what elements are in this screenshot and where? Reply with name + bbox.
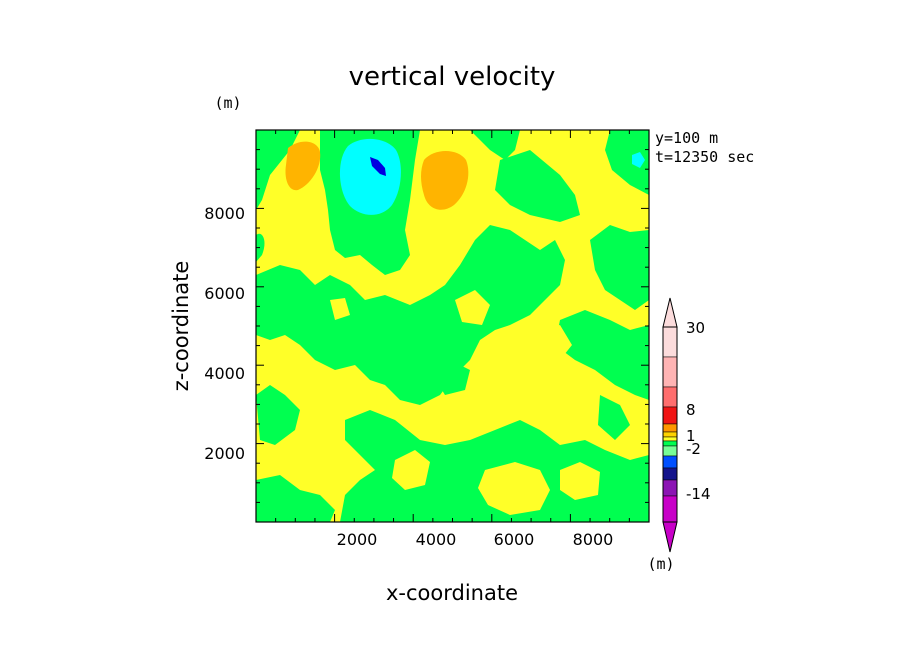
colorbar-cell bbox=[662, 406, 678, 425]
colorbar-cell bbox=[662, 445, 678, 457]
contour-field bbox=[256, 130, 649, 522]
neg-region bbox=[598, 395, 630, 440]
y-unit-label: (m) bbox=[214, 94, 241, 112]
x-tick-label: 6000 bbox=[494, 530, 535, 549]
y-tick-label: 2000 bbox=[204, 444, 245, 463]
neg-region bbox=[470, 130, 520, 160]
annotation-line-2: t=12350 sec bbox=[655, 148, 754, 166]
strong-downdraft-core bbox=[370, 157, 386, 176]
neg-region bbox=[555, 310, 649, 400]
colorbar-label: -2 bbox=[686, 440, 701, 458]
colorbar-cell bbox=[662, 479, 678, 497]
axis-ticks bbox=[256, 130, 649, 522]
colorbar-cell bbox=[662, 431, 678, 438]
pos-patch bbox=[560, 462, 600, 500]
colorbar-cell bbox=[662, 467, 678, 481]
colorbar-unit: (m) bbox=[647, 555, 674, 573]
colorbar-cell bbox=[662, 386, 678, 408]
colorbar-cell bbox=[662, 356, 678, 388]
colorbar-label: 30 bbox=[686, 319, 705, 337]
colorbar: 30 8 1 -2 -14 (m) bbox=[647, 297, 711, 573]
neg-region bbox=[575, 130, 649, 195]
neg-region bbox=[256, 225, 565, 405]
colorbar-cell bbox=[662, 455, 678, 469]
colorbar-cell bbox=[662, 423, 678, 433]
chart-title: vertical velocity bbox=[349, 62, 556, 92]
pos-patch bbox=[478, 462, 550, 515]
colorbar-cells bbox=[662, 326, 678, 523]
colorbar-cell bbox=[662, 326, 678, 358]
downdraft-region-1 bbox=[339, 138, 401, 215]
downdraft-region-2 bbox=[632, 152, 645, 168]
pos-patch bbox=[540, 325, 572, 360]
pos-patch bbox=[455, 290, 490, 325]
x-tick-labels: 2000 4000 6000 8000 bbox=[337, 530, 614, 549]
y-tick-labels: 2000 4000 6000 8000 bbox=[204, 204, 245, 463]
colorbar-bottom-arrow bbox=[662, 521, 678, 553]
neg-region bbox=[430, 360, 470, 395]
x-tick-label: 2000 bbox=[337, 530, 378, 549]
colorbar-cell bbox=[662, 440, 678, 447]
colorbar-frame bbox=[662, 326, 678, 523]
pos-patch bbox=[280, 345, 305, 375]
updraft-regions bbox=[285, 141, 469, 210]
y-axis-label: z-coordinate bbox=[169, 261, 193, 392]
pos-patch bbox=[392, 450, 430, 490]
x-tick-label: 8000 bbox=[573, 530, 614, 549]
annotation-line-1: y=100 m bbox=[655, 129, 718, 147]
y-tick-label: 6000 bbox=[204, 284, 245, 303]
colorbar-label: 1 bbox=[686, 427, 696, 445]
y-tick-label: 8000 bbox=[204, 204, 245, 223]
neg-region bbox=[590, 225, 649, 310]
positive-velocity-patches bbox=[280, 290, 600, 515]
updraft-region-1 bbox=[285, 141, 321, 191]
neg-region bbox=[256, 385, 300, 445]
y-tick-label: 4000 bbox=[204, 364, 245, 383]
x-axis-label: x-coordinate bbox=[386, 581, 518, 605]
neg-region bbox=[495, 150, 580, 222]
colorbar-cell bbox=[662, 495, 678, 523]
neg-region bbox=[256, 475, 335, 522]
updraft-region-2 bbox=[421, 151, 469, 210]
colorbar-label: 8 bbox=[686, 401, 696, 419]
x-tick-label: 4000 bbox=[416, 530, 457, 549]
colorbar-top-arrow bbox=[662, 297, 678, 328]
pos-patch bbox=[330, 298, 350, 320]
downdraft-regions bbox=[339, 138, 645, 215]
neg-region bbox=[256, 233, 265, 262]
colorbar-cell bbox=[662, 436, 678, 442]
colorbar-label: -14 bbox=[686, 485, 711, 503]
